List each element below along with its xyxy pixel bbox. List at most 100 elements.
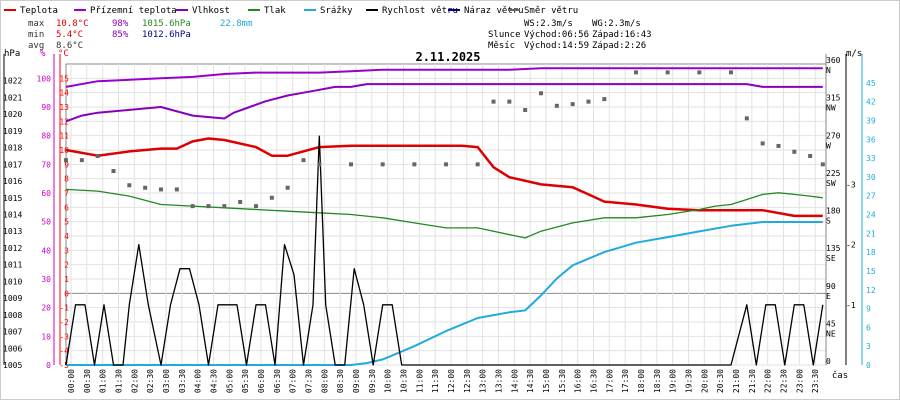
wind-dir-point <box>776 143 781 148</box>
wind-dir-point <box>523 107 528 112</box>
info-ws: WS:2.3m/s <box>524 19 573 29</box>
x-tick-label: 10:00 <box>384 369 393 393</box>
dir-tick-name: S <box>826 217 831 226</box>
pct-tick-label: 40 <box>41 246 51 255</box>
mm-tick-label: 33 <box>866 154 876 163</box>
hpa-tick-label: 1007 <box>3 328 22 337</box>
series-line <box>65 135 824 366</box>
mm-tick-label: 9 <box>866 305 871 314</box>
x-tick-label: 20:00 <box>700 369 709 393</box>
x-axis-label: čas <box>832 370 848 381</box>
stats-panel: max 10.8°C 98% 1015.6hPa 22.8mm min 5.4°… <box>28 19 253 51</box>
temp-tick-label: 6 <box>64 203 69 212</box>
mm-tick-label: 0 <box>866 361 871 370</box>
legend-label: Rychlost větru <box>382 6 458 16</box>
mm-tick-label: 30 <box>866 173 876 182</box>
info-panel: WS:2.3m/s WG:2.3m/s Slunce Východ:06:56 … <box>488 19 652 51</box>
wind-dir-point <box>820 162 825 167</box>
wind-dir-point <box>79 158 84 163</box>
wind-dir-point <box>206 204 211 209</box>
x-tick-label: 07:30 <box>305 369 314 393</box>
stat-min-temp: 5.4°C <box>56 30 83 40</box>
x-tick-label: 14:30 <box>526 369 535 393</box>
x-tick-label: 12:00 <box>447 369 456 393</box>
pct-tick-label: 100 <box>37 74 52 83</box>
temp-tick-label: 3 <box>64 246 69 255</box>
temp-tick-label: -2 <box>59 318 69 327</box>
hpa-tick-label: 1014 <box>3 211 22 220</box>
x-tick-label: 12:30 <box>463 369 472 393</box>
info-sun-label: Slunce <box>488 30 521 40</box>
x-tick-label: 23:30 <box>811 369 820 393</box>
x-tick-label: 18:00 <box>637 369 646 393</box>
hpa-tick-label: 1005 <box>3 361 22 370</box>
chart-title: 2.11.2025 <box>415 50 480 64</box>
dir-tick-degrees: 225 <box>826 169 841 178</box>
x-tick-label: 07:00 <box>289 369 298 393</box>
mm-tick-label: 15 <box>866 267 876 276</box>
pct-tick-label: 20 <box>41 304 51 313</box>
x-tick-label: 05:00 <box>225 369 234 393</box>
x-tick-label: 13:30 <box>495 369 504 393</box>
wind-dir-point <box>570 102 575 107</box>
x-tick-label: 19:30 <box>685 369 694 393</box>
dir-tick-name: NE <box>826 329 836 338</box>
series-line <box>65 67 823 88</box>
series-line <box>65 188 823 239</box>
x-tick-label: 17:30 <box>621 369 630 393</box>
stat-max-press: 1015.6hPa <box>142 19 191 29</box>
dir-tick-name: N <box>826 66 831 75</box>
x-tick-label: 22:30 <box>780 369 789 393</box>
legend: Teplota Přízemní teplota Vlhkost Tlak Srážky… <box>4 6 578 16</box>
hpa-tick-label: 1019 <box>3 127 22 136</box>
temp-tick-label: 0 <box>64 289 69 298</box>
x-tick-label: 03:00 <box>162 369 171 393</box>
temp-tick-label: 8 <box>64 175 69 184</box>
stat-min-label: min <box>28 30 44 40</box>
wind-dir-point <box>808 153 813 158</box>
temp-tick-label: 15 <box>59 74 69 83</box>
temp-tick-label: 11 <box>59 132 69 141</box>
mm-tick-label: 42 <box>866 98 876 107</box>
x-tick-label: 16:30 <box>590 369 599 393</box>
x-tick-label: 08:30 <box>336 369 345 393</box>
hpa-tick-label: 1006 <box>3 344 22 353</box>
series-line <box>65 83 823 123</box>
wind-dir-point <box>475 162 480 167</box>
wind-dir-point <box>254 204 258 209</box>
ms-tick-label: -3 <box>846 180 856 189</box>
hpa-tick-label: 1009 <box>3 294 22 303</box>
info-moon-label: Měsíc <box>488 41 515 51</box>
mm-tick-label: 21 <box>866 229 876 238</box>
dir-tick-degrees: 315 <box>826 94 841 103</box>
series-line <box>65 137 823 218</box>
mm-tick-label: 18 <box>866 248 876 257</box>
x-tick-label: 21:30 <box>748 369 757 393</box>
hpa-tick-label: 1010 <box>3 277 22 286</box>
wind-dir-point <box>444 162 448 167</box>
wind-dir-point <box>380 162 385 167</box>
wind-dir-point <box>792 149 797 154</box>
stat-max-hum: 98% <box>112 19 129 29</box>
pct-tick-label: 10 <box>41 332 51 341</box>
pct-tick-label: 50 <box>41 218 51 227</box>
wind-dir-point <box>238 199 243 204</box>
dir-tick-degrees: 45 <box>826 319 836 328</box>
wind-dir-point <box>159 187 163 192</box>
mm-tick-label: 24 <box>866 211 876 220</box>
hpa-tick-label: 1021 <box>3 93 22 102</box>
x-tick-label: 10:30 <box>400 369 409 393</box>
x-tick-label: 09:30 <box>368 369 377 393</box>
wind-dir-point <box>301 158 306 163</box>
wind-dir-point <box>729 70 733 75</box>
x-tick-label: 22:00 <box>764 369 773 393</box>
x-tick-label: 04:00 <box>194 369 203 393</box>
x-tick-label: 06:00 <box>257 369 266 393</box>
info-wg: WG:2.3m/s <box>592 19 641 29</box>
axes: 00:00 00:30 01:00 01:30 02:00 02:30 03:00 03:30… <box>3 49 876 393</box>
info-sunrise: Východ:06:56 <box>524 30 589 40</box>
wind-dir-point <box>507 99 512 104</box>
hpa-tick-label: 1018 <box>3 144 22 153</box>
x-tick-label: 11:00 <box>415 369 424 393</box>
